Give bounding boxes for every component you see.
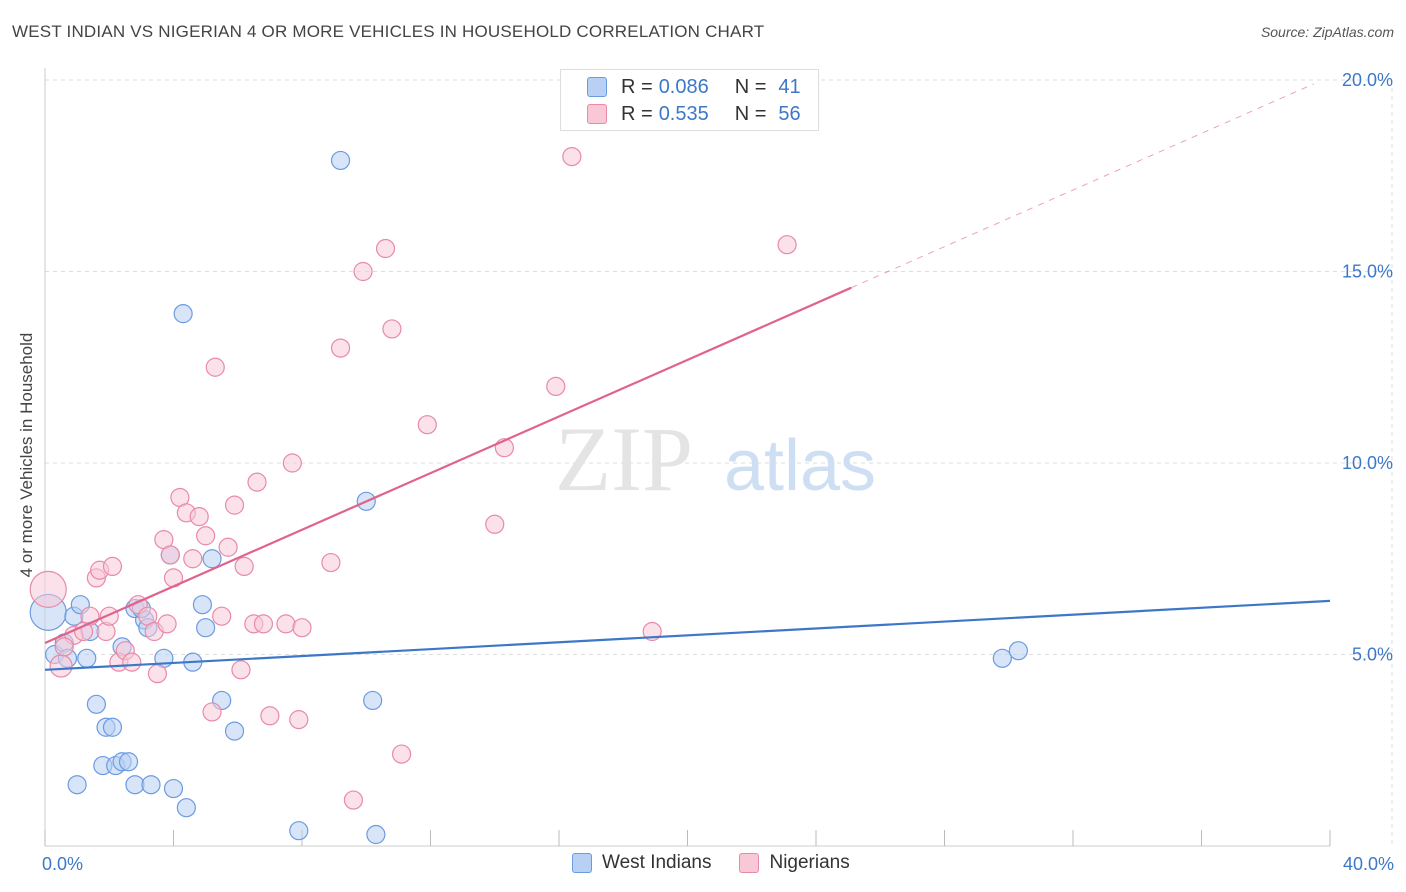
point-nigerians[interactable] [276, 614, 296, 634]
legend-row-west-indians: R = 0.086 N = 41 [587, 74, 801, 100]
n-value: 41 [778, 75, 801, 98]
point-nigerians[interactable] [382, 319, 402, 339]
watermark-zip: ZIP [555, 408, 693, 510]
point-west-indians[interactable] [125, 775, 145, 795]
point-nigerians[interactable] [330, 338, 351, 358]
point-west-indians[interactable] [202, 549, 222, 569]
point-nigerians[interactable] [546, 376, 566, 396]
legend-item-west-indians[interactable]: West Indians [572, 852, 711, 874]
point-nigerians[interactable] [260, 706, 280, 726]
point-nigerians[interactable] [202, 702, 222, 722]
series-legend: West Indians Nigerians [572, 852, 878, 874]
point-nigerians[interactable] [212, 606, 232, 626]
legend-swatch-west-indians [587, 77, 607, 97]
y-tick-label: 10.0% [1342, 453, 1393, 473]
r-label: R = [621, 102, 653, 125]
point-west-indians[interactable] [163, 778, 184, 799]
point-nigerians[interactable] [218, 537, 238, 557]
legend-item-nigerians[interactable]: Nigerians [739, 852, 850, 874]
n-value: 56 [778, 102, 801, 125]
tick-labels: 5.0% 10.0% 15.0% 20.0% 0.0% 40.0% [42, 70, 1394, 874]
point-west-indians[interactable] [86, 694, 107, 714]
n-label: N = [734, 102, 767, 125]
n-label: N = [734, 75, 767, 98]
point-nigerians[interactable] [29, 570, 67, 608]
point-nigerians[interactable] [321, 552, 341, 573]
trend-line-extension [851, 83, 1315, 289]
legend-swatch-nigerians [739, 853, 760, 873]
legend-swatch-nigerians [587, 104, 607, 124]
point-nigerians[interactable] [160, 545, 180, 565]
point-nigerians[interactable] [253, 614, 274, 634]
point-nigerians[interactable] [54, 637, 74, 657]
point-west-indians[interactable] [176, 798, 196, 818]
point-nigerians[interactable] [205, 357, 225, 377]
point-nigerians[interactable] [292, 618, 312, 638]
point-nigerians[interactable] [391, 744, 412, 764]
point-nigerians[interactable] [102, 556, 123, 577]
data-points [29, 147, 1028, 845]
point-west-indians[interactable] [67, 775, 87, 795]
point-nigerians[interactable] [157, 614, 177, 634]
point-west-indians[interactable] [1008, 641, 1028, 661]
point-west-indians[interactable] [363, 690, 383, 711]
point-nigerians[interactable] [122, 652, 142, 672]
watermark: ZIP atlas [555, 408, 876, 510]
point-nigerians[interactable] [343, 790, 363, 810]
r-label: R = [621, 75, 653, 98]
y-tick-label: 20.0% [1342, 70, 1393, 90]
r-value: 0.086 [658, 75, 709, 98]
trend-lines [44, 83, 1331, 671]
gridlines [45, 79, 1393, 846]
point-west-indians[interactable] [102, 717, 123, 737]
point-nigerians[interactable] [224, 495, 245, 515]
point-west-indians[interactable] [366, 824, 386, 845]
legend-swatch-west-indians [572, 853, 592, 873]
point-west-indians[interactable] [992, 648, 1012, 668]
point-nigerians[interactable] [417, 415, 437, 435]
point-nigerians[interactable] [375, 238, 396, 259]
point-nigerians[interactable] [777, 235, 797, 255]
point-nigerians[interactable] [289, 710, 309, 730]
y-tick-label: 5.0% [1352, 645, 1393, 665]
point-nigerians[interactable] [183, 549, 203, 569]
source-label: Source: ZipAtlas.com [1260, 24, 1394, 40]
point-nigerians[interactable] [234, 556, 254, 577]
legend-label-west-indians: West Indians [602, 852, 712, 873]
watermark-atlas: atlas [724, 426, 876, 506]
point-west-indians[interactable] [141, 775, 161, 795]
correlation-legend: R = 0.086 N = 41 R = 0.535 N = 56 [560, 69, 819, 131]
point-nigerians[interactable] [562, 147, 582, 167]
x-tick-label: 40.0% [1343, 854, 1394, 874]
point-nigerians[interactable] [49, 654, 73, 678]
point-nigerians[interactable] [247, 472, 267, 492]
point-west-indians[interactable] [330, 150, 351, 171]
point-nigerians[interactable] [189, 507, 209, 527]
point-west-indians[interactable] [192, 595, 213, 615]
legend-row-nigerians: R = 0.535 N = 56 [587, 101, 801, 127]
legend-label-nigerians: Nigerians [769, 852, 850, 873]
trend-line-west-indians [44, 599, 1331, 671]
r-value: 0.535 [658, 102, 709, 125]
y-tick-label: 15.0% [1342, 262, 1393, 282]
point-west-indians[interactable] [196, 618, 216, 638]
point-nigerians[interactable] [196, 526, 216, 546]
point-west-indians[interactable] [77, 648, 97, 668]
point-nigerians[interactable] [99, 606, 119, 626]
trend-line-nigerians [44, 286, 852, 645]
point-nigerians[interactable] [485, 514, 505, 534]
point-nigerians[interactable] [231, 660, 251, 680]
point-nigerians[interactable] [147, 664, 168, 684]
point-west-indians[interactable] [289, 821, 309, 841]
point-nigerians[interactable] [282, 453, 302, 473]
point-nigerians[interactable] [353, 261, 373, 282]
x-tick-label: 0.0% [42, 854, 83, 874]
point-west-indians[interactable] [173, 304, 193, 324]
point-west-indians[interactable] [224, 721, 245, 741]
point-west-indians[interactable] [118, 752, 139, 772]
chart-title: WEST INDIAN VS NIGERIAN 4 OR MORE VEHICL… [12, 22, 765, 41]
